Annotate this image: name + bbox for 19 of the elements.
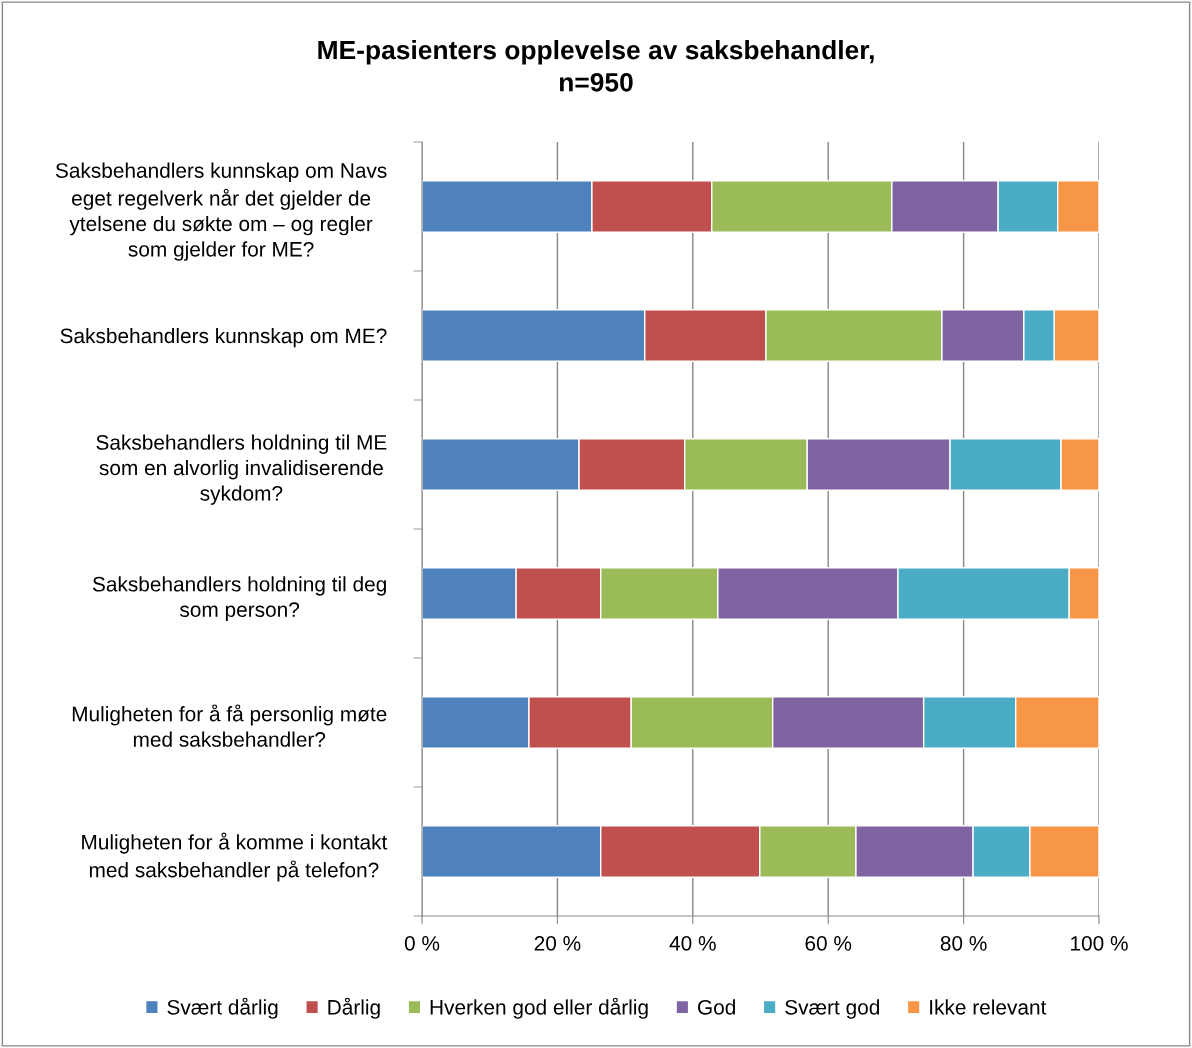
- x-tick-label: 20 %: [534, 935, 581, 951]
- legend-label: Svært god: [785, 999, 879, 1019]
- y-tick-label: Muligheten for å komme i kontakt med saksbehandler på telefon?: [82, 832, 388, 882]
- legend-label: Ikke relevant: [930, 999, 1047, 1015]
- y-tick-label: Saksbehandlers kunnskap om ME?: [60, 327, 387, 348]
- x-tick-label: 40 %: [669, 935, 716, 951]
- y-tick-label: Saksbehandlers holdning til ME som en alvorlig invalidiserende sykdom?: [96, 434, 387, 505]
- y-tick-label: Saksbehandlers kunnskap om Navs eget regelverk når det gjelder de ytelsene du søkte om – og regler som gjelder for ME?: [55, 162, 387, 261]
- legend-label: Dårlig: [328, 997, 380, 1019]
- x-tick-label: 100 %: [1071, 935, 1128, 951]
- y-tick-label: Muligheten for å få personlig møte med saksbehandler?: [72, 704, 387, 747]
- legend-label: Hverken god eller dårlig: [430, 997, 648, 1019]
- x-tick-label: 80 %: [940, 935, 987, 951]
- x-tick-label: 0 %: [404, 935, 440, 951]
- y-tick-label: Saksbehandlers holdning til deg som person?: [92, 576, 386, 622]
- legend-label: Svært dårlig: [167, 997, 278, 1019]
- legend-label: God: [697, 999, 735, 1015]
- x-tick-label: 60 %: [805, 935, 852, 951]
- chart-title: ME-pasienters opplevelse av saksbehandler, n=950: [318, 40, 874, 92]
